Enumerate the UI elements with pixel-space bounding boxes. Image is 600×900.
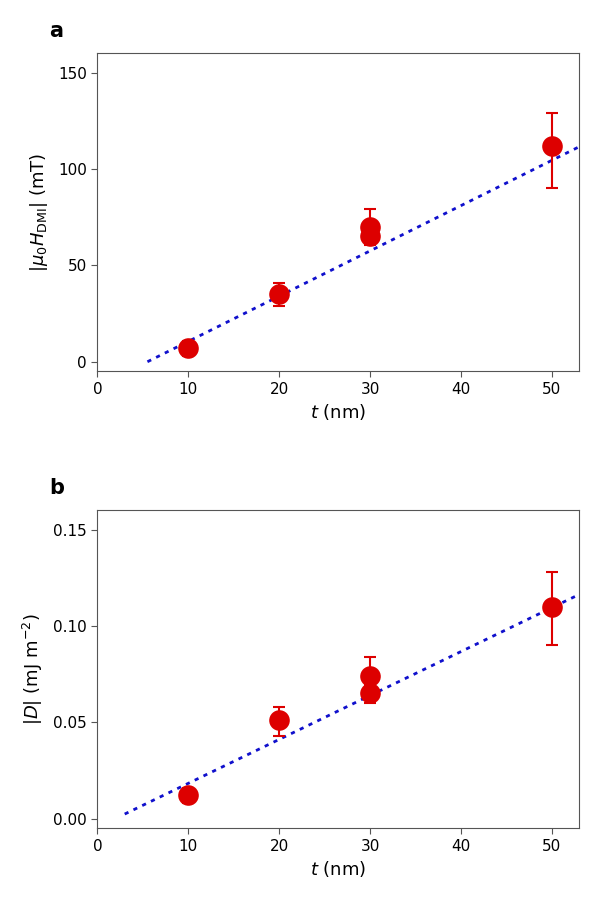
Point [365, 669, 375, 683]
Text: a: a [49, 21, 63, 40]
Point [184, 341, 193, 356]
Text: b: b [49, 478, 64, 498]
X-axis label: $t$ (nm): $t$ (nm) [310, 402, 367, 422]
Point [365, 230, 375, 244]
X-axis label: $t$ (nm): $t$ (nm) [310, 860, 367, 879]
Y-axis label: $|\mu_0 H_\mathrm{DMI}|$ (mT): $|\mu_0 H_\mathrm{DMI}|$ (mT) [28, 153, 50, 272]
Point [547, 139, 557, 153]
Point [274, 713, 284, 727]
Point [365, 220, 375, 234]
Point [184, 788, 193, 803]
Point [365, 686, 375, 700]
Point [274, 287, 284, 302]
Y-axis label: $|D|$ (mJ m$^{-2}$): $|D|$ (mJ m$^{-2}$) [21, 614, 45, 725]
Point [547, 599, 557, 614]
